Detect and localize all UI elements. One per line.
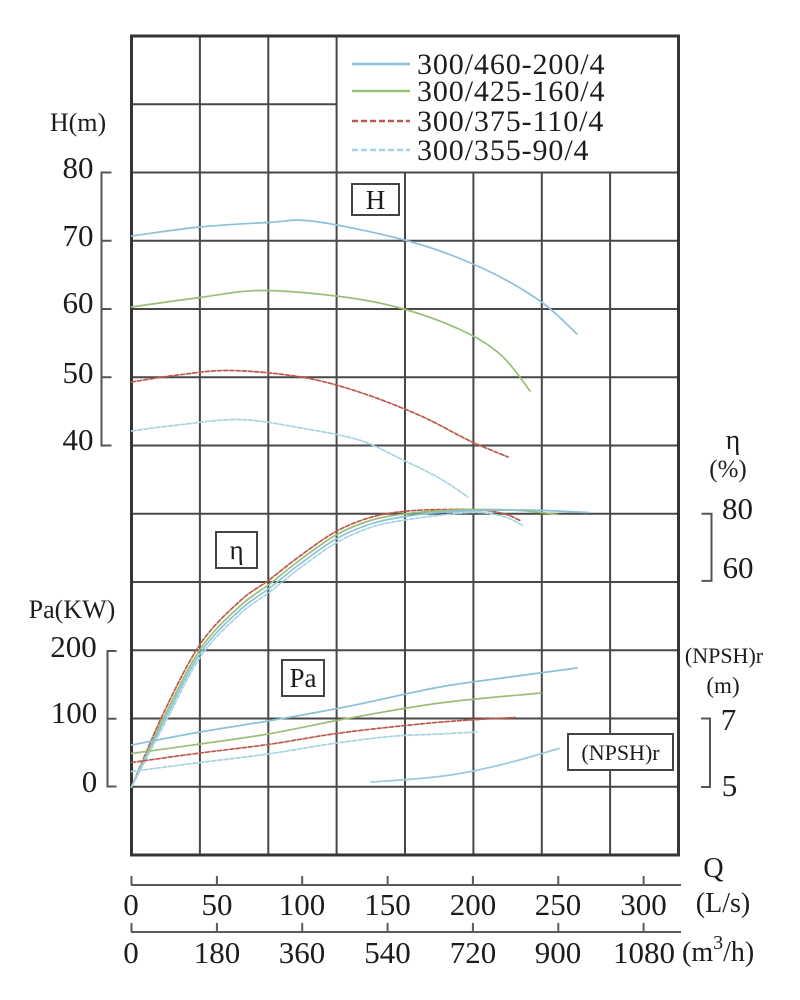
svg-text:Q: Q [703, 853, 723, 884]
svg-text:540: 540 [364, 935, 411, 970]
svg-text:180: 180 [194, 935, 241, 970]
svg-text:300/355-90/4: 300/355-90/4 [417, 134, 589, 167]
svg-text:70: 70 [63, 218, 94, 253]
svg-text:300/425-160/4: 300/425-160/4 [417, 75, 605, 108]
svg-text:Pa: Pa [290, 663, 317, 693]
svg-text:40: 40 [63, 422, 94, 457]
svg-text:60: 60 [723, 550, 754, 585]
svg-text:50: 50 [63, 355, 94, 390]
svg-text:(NPSH)r: (NPSH)r [685, 643, 764, 668]
svg-text:720: 720 [450, 935, 497, 970]
svg-text:η: η [229, 535, 243, 565]
svg-text:900: 900 [535, 935, 582, 970]
svg-text:H(m): H(m) [50, 108, 106, 137]
svg-text:(L/s): (L/s) [696, 888, 750, 919]
svg-text:5: 5 [722, 768, 738, 803]
svg-text:80: 80 [722, 491, 753, 526]
svg-text:(m): (m) [706, 673, 739, 698]
svg-text:300: 300 [620, 887, 667, 922]
svg-text:(m3/h): (m3/h) [682, 932, 754, 968]
svg-text:50: 50 [202, 887, 233, 922]
svg-text:200: 200 [450, 887, 497, 922]
svg-text:7: 7 [721, 702, 737, 737]
svg-text:(%): (%) [709, 456, 746, 483]
svg-text:150: 150 [364, 887, 411, 922]
svg-text:300/460-200/4: 300/460-200/4 [417, 48, 605, 81]
svg-text:60: 60 [63, 285, 94, 320]
svg-text:Pa(KW): Pa(KW) [29, 595, 116, 624]
svg-text:H: H [366, 185, 386, 215]
svg-text:100: 100 [51, 695, 98, 730]
svg-text:0: 0 [123, 935, 139, 970]
svg-text:80: 80 [63, 150, 94, 185]
svg-text:0: 0 [123, 887, 139, 922]
svg-text:1080: 1080 [613, 935, 675, 970]
svg-text:η: η [726, 425, 741, 456]
svg-text:300/375-110/4: 300/375-110/4 [417, 105, 604, 138]
svg-text:0: 0 [82, 764, 98, 799]
svg-text:250: 250 [535, 887, 582, 922]
svg-text:360: 360 [279, 935, 326, 970]
svg-text:200: 200 [50, 629, 97, 664]
svg-text:100: 100 [279, 887, 326, 922]
svg-text:(NPSH)r: (NPSH)r [581, 740, 660, 765]
